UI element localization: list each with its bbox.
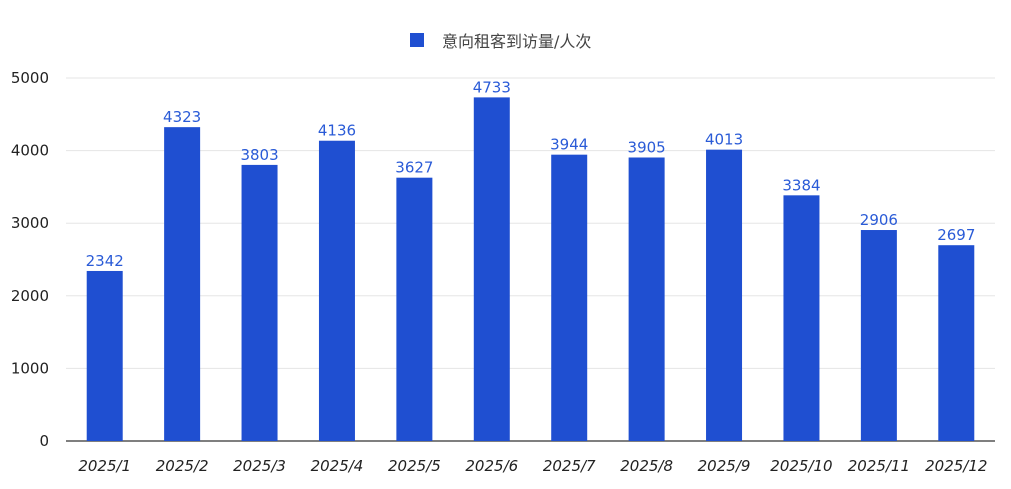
bar bbox=[706, 149, 743, 442]
data-label: 4323 bbox=[163, 108, 201, 126]
legend-swatch bbox=[410, 33, 424, 47]
bar bbox=[318, 140, 355, 442]
data-label: 3905 bbox=[628, 138, 666, 156]
data-label: 3384 bbox=[782, 176, 820, 194]
bar bbox=[164, 127, 201, 441]
x-tick-label: 2025/8 bbox=[620, 457, 673, 475]
bar bbox=[551, 154, 588, 442]
x-tick-label: 2025/4 bbox=[311, 457, 364, 475]
x-tick-label: 2025/6 bbox=[465, 457, 518, 475]
data-label: 4013 bbox=[705, 131, 743, 149]
x-tick-label: 2025/2 bbox=[156, 457, 209, 475]
data-label: 2697 bbox=[937, 226, 975, 244]
data-label: 2906 bbox=[860, 211, 898, 229]
x-tick-label: 2025/3 bbox=[233, 457, 286, 475]
bar bbox=[396, 177, 433, 441]
bar bbox=[241, 164, 278, 441]
x-tick-label: 2025/7 bbox=[543, 457, 596, 475]
x-tick-label: 2025/1 bbox=[78, 457, 131, 475]
x-tick-label: 2025/11 bbox=[848, 457, 910, 475]
bar bbox=[86, 270, 123, 441]
bar bbox=[783, 195, 820, 441]
data-label: 3803 bbox=[240, 146, 278, 164]
y-tick-label: 4000 bbox=[11, 142, 49, 160]
data-label: 3627 bbox=[395, 159, 433, 177]
bar bbox=[628, 157, 665, 441]
y-tick-label: 2000 bbox=[11, 287, 49, 305]
y-tick-label: 3000 bbox=[11, 214, 49, 232]
bar bbox=[473, 97, 510, 441]
x-tick-label: 2025/10 bbox=[770, 457, 832, 475]
bar bbox=[860, 230, 897, 441]
y-tick-label: 1000 bbox=[11, 359, 49, 377]
data-label: 4136 bbox=[318, 122, 356, 140]
data-label: 3944 bbox=[550, 136, 588, 154]
data-label: 4733 bbox=[473, 78, 511, 96]
legend-label: 意向租客到访量/人次 bbox=[442, 32, 592, 51]
chart-legend: 意向租客到访量/人次 bbox=[410, 28, 591, 52]
y-tick-label: 5000 bbox=[11, 69, 49, 87]
x-tick-label: 2025/9 bbox=[698, 457, 751, 475]
x-tick-label: 2025/12 bbox=[925, 457, 987, 475]
x-tick-label: 2025/5 bbox=[388, 457, 441, 475]
y-tick-label: 0 bbox=[39, 432, 49, 450]
data-label: 2342 bbox=[86, 252, 124, 270]
bar bbox=[938, 245, 975, 441]
